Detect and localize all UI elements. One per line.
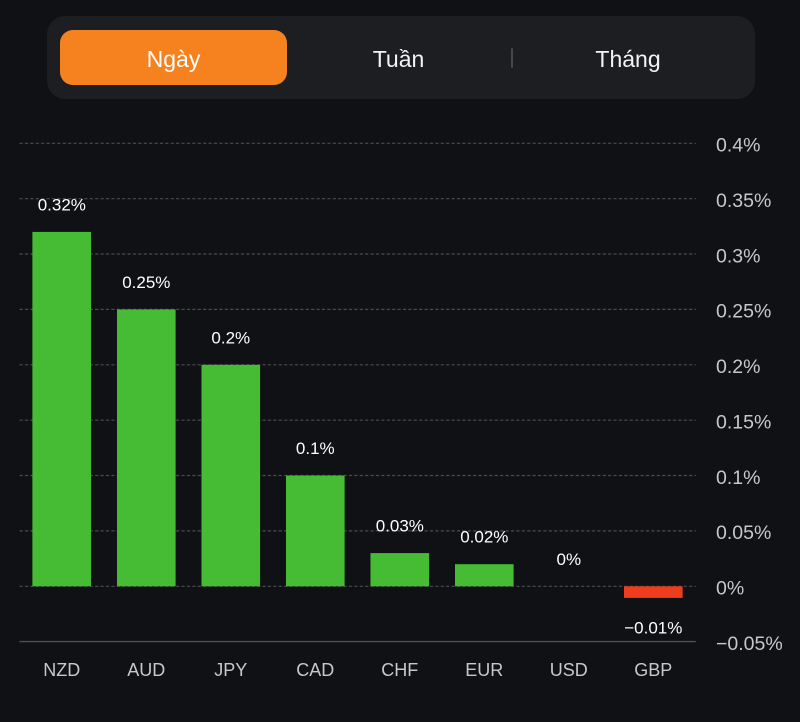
svg-text:0.35%: 0.35%: [716, 190, 771, 212]
svg-text:USD: USD: [550, 660, 588, 680]
svg-text:AUD: AUD: [127, 660, 165, 680]
svg-text:CAD: CAD: [296, 660, 334, 680]
svg-text:−0.01%: −0.01%: [624, 619, 682, 638]
svg-text:NZD: NZD: [43, 660, 80, 680]
svg-text:0.02%: 0.02%: [460, 528, 508, 547]
svg-text:0%: 0%: [716, 578, 744, 600]
svg-text:0.1%: 0.1%: [716, 467, 760, 489]
svg-text:0.25%: 0.25%: [122, 273, 170, 292]
svg-text:0.3%: 0.3%: [716, 245, 760, 267]
svg-text:0.32%: 0.32%: [38, 195, 86, 214]
svg-text:−0.05%: −0.05%: [716, 633, 783, 655]
svg-text:JPY: JPY: [214, 660, 247, 680]
svg-text:0.4%: 0.4%: [716, 135, 760, 157]
svg-text:GBP: GBP: [634, 660, 672, 680]
svg-text:0.25%: 0.25%: [716, 301, 771, 323]
svg-text:0.05%: 0.05%: [716, 522, 771, 544]
svg-text:0.15%: 0.15%: [716, 412, 771, 434]
svg-text:CHF: CHF: [381, 660, 418, 680]
svg-text:0%: 0%: [557, 550, 582, 569]
svg-text:0.03%: 0.03%: [376, 517, 424, 536]
svg-text:0.2%: 0.2%: [211, 328, 250, 347]
svg-text:EUR: EUR: [465, 660, 503, 680]
svg-text:0.1%: 0.1%: [296, 439, 335, 458]
svg-text:0.2%: 0.2%: [716, 356, 760, 378]
